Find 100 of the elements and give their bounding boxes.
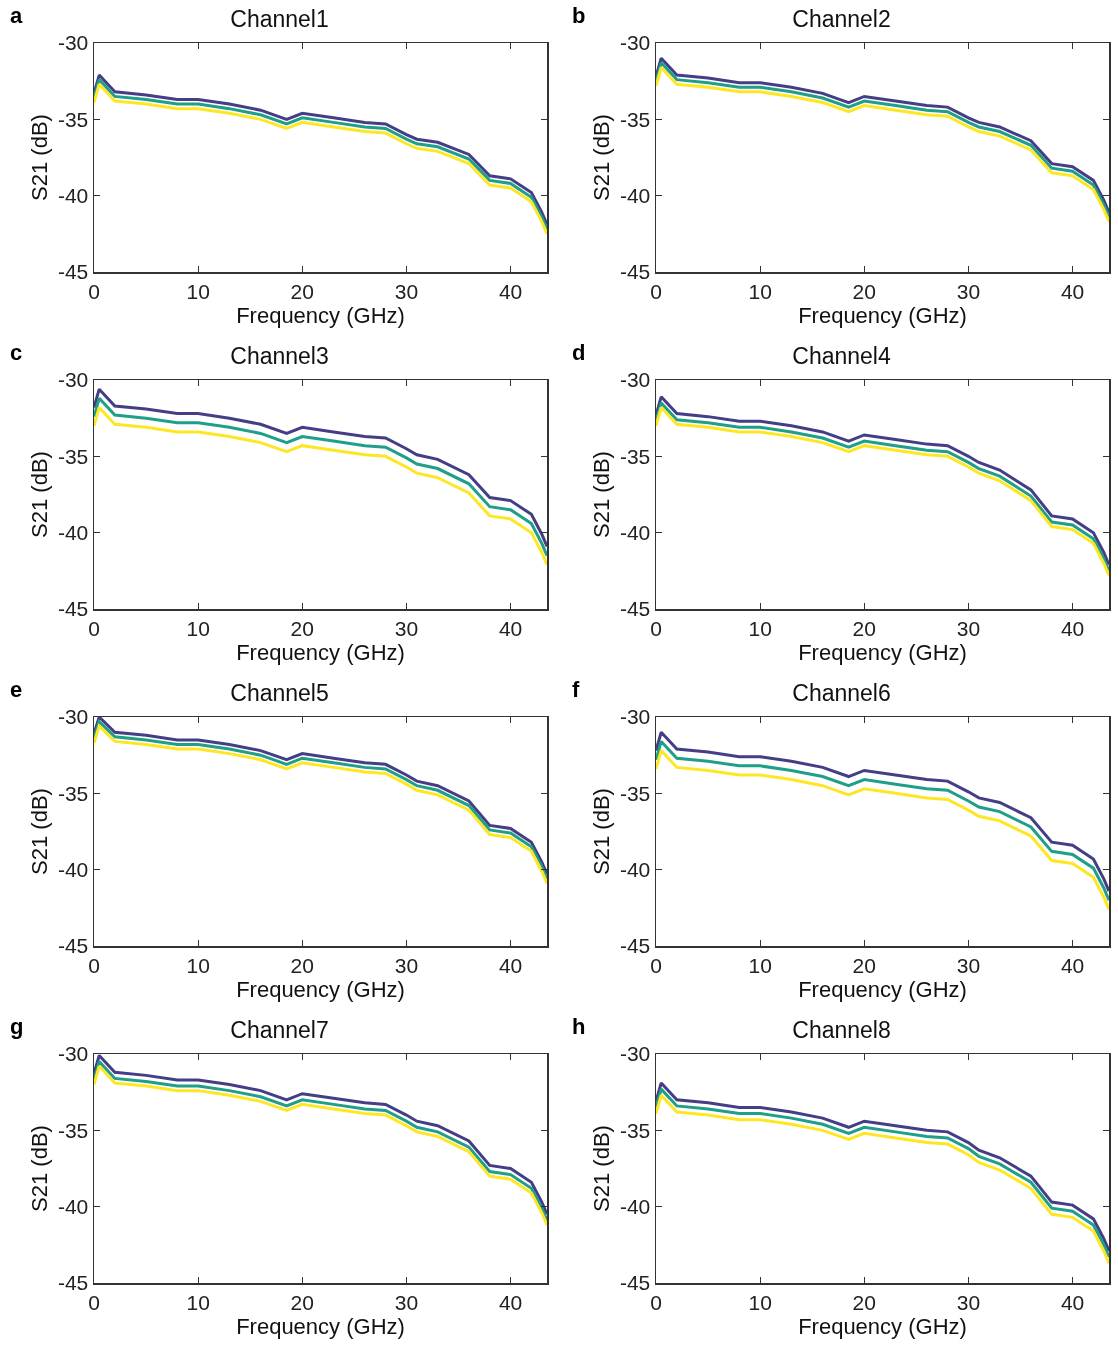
chart-title: Channel3: [230, 342, 329, 369]
y-tick-label: -35: [619, 444, 651, 468]
y-tick-label: -30: [57, 1042, 89, 1066]
y-tick-label: -40: [57, 1195, 89, 1219]
x-tick-label: 30: [956, 1290, 981, 1314]
x-tick-label: 30: [394, 616, 419, 640]
y-tick-label: -40: [619, 521, 651, 545]
x-tick-label: 40: [1060, 953, 1085, 977]
x-tick-label: 20: [852, 616, 876, 640]
text: b: [572, 3, 586, 28]
x-axis-title: Frequency (GHz): [236, 303, 405, 329]
y-tick-label: -45: [57, 260, 89, 284]
x-tick-label: 30: [394, 1290, 419, 1314]
y-tick-label: -40: [619, 1195, 651, 1219]
x-tick-label: 40: [1060, 1290, 1085, 1314]
x-tick-label: 20: [290, 616, 314, 640]
x-tick-label: 0: [88, 1290, 100, 1314]
y-axis-title: S21 (dB): [26, 1125, 52, 1212]
x-tick-label: 20: [290, 953, 314, 977]
y-tick-label: -40: [57, 184, 89, 208]
chart-title: Channel1: [230, 5, 329, 32]
y-tick-label: -35: [57, 107, 89, 131]
chart-title: Channel8: [792, 1016, 891, 1043]
x-axis-title: Frequency (GHz): [798, 303, 967, 329]
x-tick-label: 20: [290, 1290, 314, 1314]
chart-title: Channel5: [230, 679, 329, 706]
x-tick-label: 0: [650, 953, 662, 977]
chart-title: Channel7: [230, 1016, 329, 1043]
x-tick-label: 20: [290, 279, 314, 303]
y-axis-title: S21 (dB): [26, 788, 52, 875]
y-tick-label: -40: [619, 858, 651, 882]
x-tick-label: 30: [394, 279, 419, 303]
chart-title: Channel4: [792, 342, 891, 369]
x-tick-label: 0: [650, 279, 662, 303]
y-tick-label: -30: [619, 368, 651, 392]
x-tick-label: 10: [186, 953, 210, 977]
text: g: [10, 1014, 24, 1039]
text: h: [572, 1014, 586, 1039]
x-tick-label: 40: [498, 279, 523, 303]
y-tick-label: -30: [619, 31, 651, 55]
x-tick-label: 0: [88, 953, 100, 977]
y-tick-label: -35: [619, 1118, 651, 1142]
y-tick-label: -40: [57, 521, 89, 545]
x-axis-title: Frequency (GHz): [236, 977, 405, 1003]
x-tick-label: 10: [748, 1290, 772, 1314]
x-tick-label: 40: [498, 616, 523, 640]
x-tick-label: 40: [1060, 616, 1085, 640]
x-tick-label: 20: [852, 953, 876, 977]
x-tick-label: 20: [852, 279, 876, 303]
x-tick-label: 30: [956, 953, 981, 977]
text: c: [10, 340, 23, 365]
x-tick-label: 40: [1060, 279, 1085, 303]
text: d: [572, 340, 586, 365]
x-tick-label: 10: [186, 616, 210, 640]
x-tick-label: 30: [394, 953, 419, 977]
chart-title: Channel2: [792, 5, 891, 32]
y-tick-label: -45: [619, 260, 651, 284]
x-tick-label: 30: [956, 616, 981, 640]
x-tick-label: 10: [748, 279, 772, 303]
y-axis-title: S21 (dB): [588, 114, 614, 201]
y-tick-label: -40: [57, 858, 89, 882]
x-axis-title: Frequency (GHz): [236, 1314, 405, 1340]
x-tick-label: 40: [498, 1290, 523, 1314]
y-tick-label: -30: [57, 368, 89, 392]
x-tick-label: 0: [650, 616, 662, 640]
y-axis-title: S21 (dB): [588, 451, 614, 538]
y-tick-label: -35: [57, 444, 89, 468]
x-tick-label: 0: [650, 1290, 662, 1314]
y-tick-label: -45: [57, 1271, 89, 1295]
x-axis-title: Frequency (GHz): [798, 1314, 967, 1340]
y-tick-label: -30: [57, 705, 89, 729]
y-tick-label: -30: [619, 1042, 651, 1066]
x-tick-label: 0: [88, 279, 100, 303]
x-axis-title: Frequency (GHz): [236, 640, 405, 666]
y-tick-label: -45: [57, 934, 89, 958]
y-tick-label: -30: [619, 705, 651, 729]
y-axis-title: S21 (dB): [588, 788, 614, 875]
text: e: [10, 677, 23, 702]
x-tick-label: 10: [748, 953, 772, 977]
x-tick-label: 30: [956, 279, 981, 303]
y-tick-label: -35: [57, 1118, 89, 1142]
y-tick-label: -45: [57, 597, 89, 621]
x-tick-label: 0: [88, 616, 100, 640]
text: f: [572, 677, 580, 702]
y-tick-label: -35: [619, 107, 651, 131]
x-tick-label: 10: [186, 279, 210, 303]
text: a: [10, 3, 23, 28]
y-tick-label: -45: [619, 934, 651, 958]
y-axis-title: S21 (dB): [26, 114, 52, 201]
x-tick-label: 10: [748, 616, 772, 640]
y-tick-label: -45: [619, 597, 651, 621]
y-axis-title: S21 (dB): [26, 451, 52, 538]
y-tick-label: -40: [619, 184, 651, 208]
y-tick-label: -35: [619, 781, 651, 805]
chart-title: Channel6: [792, 679, 891, 706]
x-tick-label: 10: [186, 1290, 210, 1314]
x-tick-label: 20: [852, 1290, 876, 1314]
y-tick-label: -30: [57, 31, 89, 55]
x-tick-label: 40: [498, 953, 523, 977]
x-axis-title: Frequency (GHz): [798, 977, 967, 1003]
